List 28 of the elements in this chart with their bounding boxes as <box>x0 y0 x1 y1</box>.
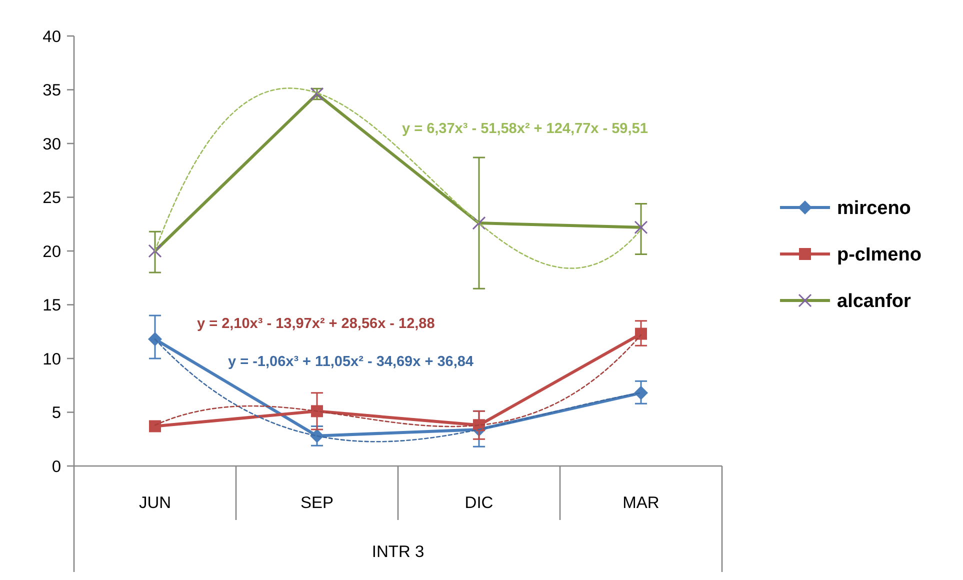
y-tick-label: 10 <box>42 350 61 368</box>
y-tick-label: 35 <box>42 82 61 100</box>
x-tick-label: JUN <box>138 494 172 512</box>
point <box>635 328 647 340</box>
y-tick-label: 0 <box>52 458 61 476</box>
legend-label: mirceno <box>837 198 911 220</box>
y-tick-label: 40 <box>42 28 61 46</box>
x-tick-label: DIC <box>464 494 494 512</box>
x-tick-label: SEP <box>300 494 334 512</box>
y-tick-label: 5 <box>52 404 61 422</box>
point <box>472 216 486 230</box>
y-tick-label: 20 <box>42 242 61 261</box>
x-tick-label: MAR <box>622 494 660 512</box>
point <box>148 244 162 258</box>
series-label: y = 6,37x³ - 51,58x² + 124,77x - 59,51 <box>402 121 648 137</box>
y-tick-label: 25 <box>42 189 61 208</box>
point <box>634 220 648 234</box>
y-tick-label: 15 <box>42 296 61 315</box>
series-label: y = -1,06x³ + 11,05x² - 34,69x + 36,84 <box>228 354 474 370</box>
legend-label: alcanfor <box>837 291 912 312</box>
point <box>311 405 323 418</box>
y-tick-label: 30 <box>42 135 61 154</box>
legend-label: p-cImeno <box>837 244 922 266</box>
point <box>149 420 161 432</box>
point <box>634 386 648 400</box>
point <box>148 332 162 346</box>
x-axis-title: INTR 3 <box>372 542 424 561</box>
text: y = 2,10x³ - 13,97x² + 28,56x - 12,88 <box>197 316 435 332</box>
